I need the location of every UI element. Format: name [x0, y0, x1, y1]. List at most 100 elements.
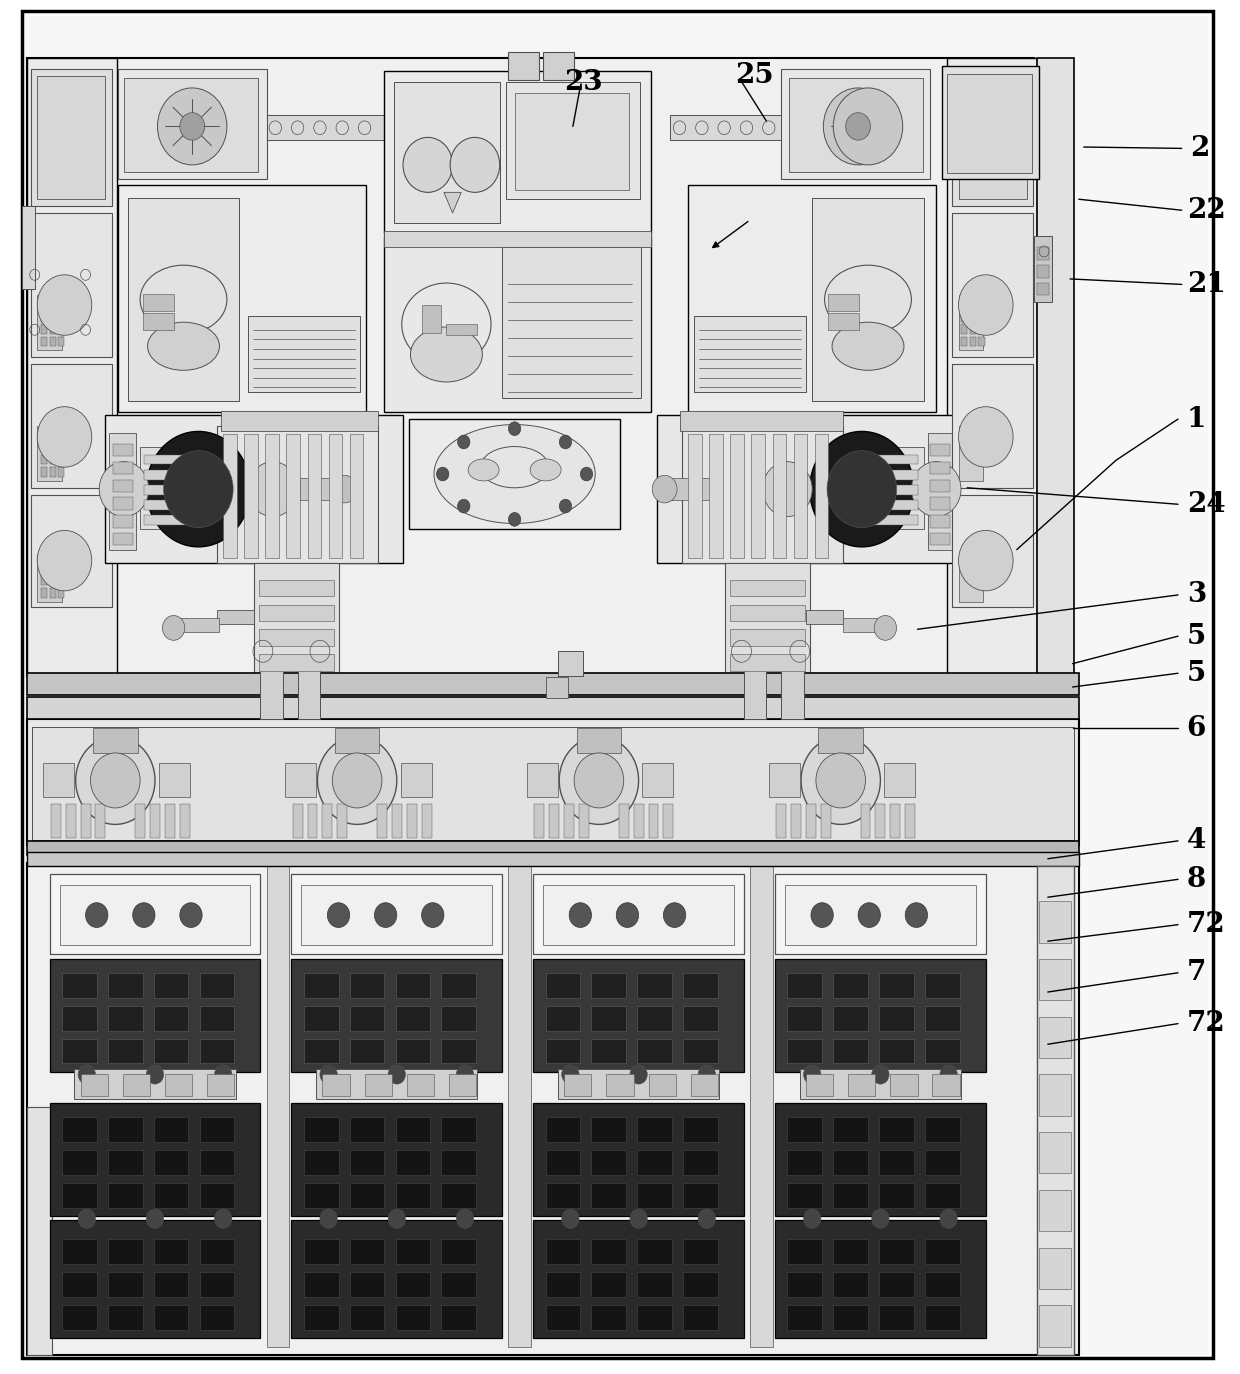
Circle shape	[37, 530, 92, 591]
Circle shape	[215, 1209, 232, 1228]
Circle shape	[804, 1209, 821, 1228]
Bar	[787, 973, 822, 998]
Bar	[905, 804, 915, 838]
Polygon shape	[444, 192, 461, 213]
Bar	[730, 605, 805, 621]
Bar	[952, 495, 1033, 607]
Bar	[591, 1006, 626, 1030]
Bar	[118, 185, 366, 412]
Bar	[1039, 901, 1071, 943]
Bar	[396, 1039, 430, 1063]
Bar	[396, 1117, 430, 1142]
Bar	[577, 728, 621, 753]
Circle shape	[450, 137, 500, 192]
Bar	[60, 885, 250, 945]
Bar	[108, 1117, 143, 1142]
Bar	[286, 434, 300, 558]
Text: 2: 2	[1190, 135, 1210, 162]
Bar	[50, 959, 260, 1072]
Bar	[350, 973, 384, 998]
Text: 72: 72	[1187, 911, 1225, 938]
Bar	[27, 1107, 52, 1355]
Bar	[396, 1305, 430, 1330]
Bar	[506, 82, 640, 199]
Bar	[682, 426, 843, 563]
Bar	[688, 434, 702, 558]
Bar	[66, 804, 76, 838]
Circle shape	[320, 1065, 337, 1084]
Bar	[248, 316, 360, 392]
Circle shape	[157, 88, 227, 165]
Bar	[925, 1239, 960, 1264]
Bar	[637, 973, 672, 998]
Bar	[775, 1220, 986, 1338]
Bar	[591, 1039, 626, 1063]
Circle shape	[959, 275, 1013, 335]
Text: 1: 1	[1187, 405, 1207, 433]
Bar	[828, 313, 859, 330]
Bar	[108, 1150, 143, 1175]
Bar	[546, 1039, 580, 1063]
Bar	[200, 1006, 234, 1030]
Bar	[564, 1074, 591, 1096]
Bar	[879, 1039, 914, 1063]
Bar	[135, 804, 145, 838]
Bar	[41, 312, 47, 322]
Bar	[787, 1006, 822, 1030]
Bar	[546, 1150, 580, 1175]
Bar	[62, 1305, 97, 1330]
Bar	[154, 1183, 188, 1208]
Bar	[862, 447, 924, 529]
Bar	[301, 885, 492, 945]
Bar	[688, 185, 936, 412]
Bar	[113, 444, 133, 456]
Bar	[649, 1074, 676, 1096]
Bar	[304, 1150, 339, 1175]
Bar	[32, 727, 1074, 840]
Bar	[265, 434, 279, 558]
Bar	[304, 1006, 339, 1030]
Bar	[407, 804, 417, 838]
Bar	[407, 1074, 434, 1096]
Bar	[62, 1150, 97, 1175]
Circle shape	[652, 475, 677, 503]
Bar	[41, 430, 47, 440]
Bar	[58, 324, 64, 334]
Bar	[165, 1074, 192, 1096]
Ellipse shape	[148, 323, 219, 371]
Text: 21: 21	[1187, 271, 1225, 298]
Bar	[818, 728, 863, 753]
Bar	[884, 763, 915, 797]
Circle shape	[180, 903, 202, 927]
Bar	[670, 115, 781, 140]
Bar	[22, 206, 35, 289]
Circle shape	[874, 616, 897, 640]
Text: 8: 8	[1187, 866, 1207, 893]
Circle shape	[940, 1209, 957, 1228]
Circle shape	[436, 467, 449, 481]
Bar	[41, 442, 47, 452]
Circle shape	[804, 1065, 821, 1084]
Bar	[113, 497, 133, 510]
Bar	[108, 1039, 143, 1063]
Text: 5: 5	[1187, 622, 1207, 650]
Bar	[978, 337, 985, 346]
Bar	[591, 1150, 626, 1175]
Circle shape	[374, 903, 397, 927]
Circle shape	[574, 753, 624, 808]
Bar	[267, 866, 289, 1347]
Circle shape	[827, 451, 897, 528]
Bar	[441, 1272, 476, 1297]
Bar	[683, 1150, 718, 1175]
Bar	[789, 78, 923, 172]
Bar	[866, 470, 918, 480]
Bar	[925, 1117, 960, 1142]
Circle shape	[911, 462, 961, 517]
Bar	[316, 1069, 477, 1099]
Bar	[970, 324, 976, 334]
Bar	[350, 1006, 384, 1030]
Circle shape	[317, 736, 397, 824]
Bar	[546, 1117, 580, 1142]
Bar	[879, 1239, 914, 1264]
Circle shape	[763, 462, 812, 517]
